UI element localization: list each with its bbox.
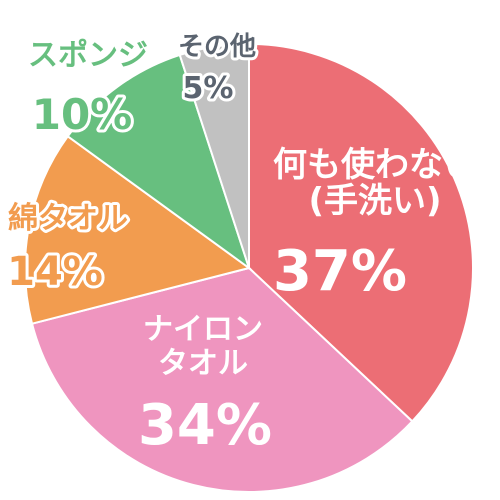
pie-slice	[178, 42, 250, 269]
slice-value-label: 10%	[32, 90, 133, 139]
slice-value-label: 37%	[273, 239, 407, 304]
pie-slice	[24, 134, 252, 325]
slice-value-label: 34%	[138, 393, 272, 458]
slice-name-label: ナイロンタオル	[143, 312, 263, 381]
pie-slice	[66, 53, 251, 271]
slice-name-label: スポンジ	[28, 38, 148, 73]
slice-name-label: 何も使わない(手洗い)	[273, 145, 477, 221]
slice-name-label: その他	[178, 32, 256, 62]
slice-value-label: 14%	[7, 249, 103, 295]
pie-slice	[30, 266, 414, 493]
pie-slice	[248, 42, 474, 423]
pie-slices	[24, 42, 474, 493]
slice-value-label: 5%	[183, 71, 234, 106]
pie-labels: 何も使わない(手洗い) 37%ナイロンタオル 34% 綿タオル 14% スポンジ 10% その…	[4, 29, 477, 458]
slice-name-label: 綿タオル	[8, 201, 128, 236]
